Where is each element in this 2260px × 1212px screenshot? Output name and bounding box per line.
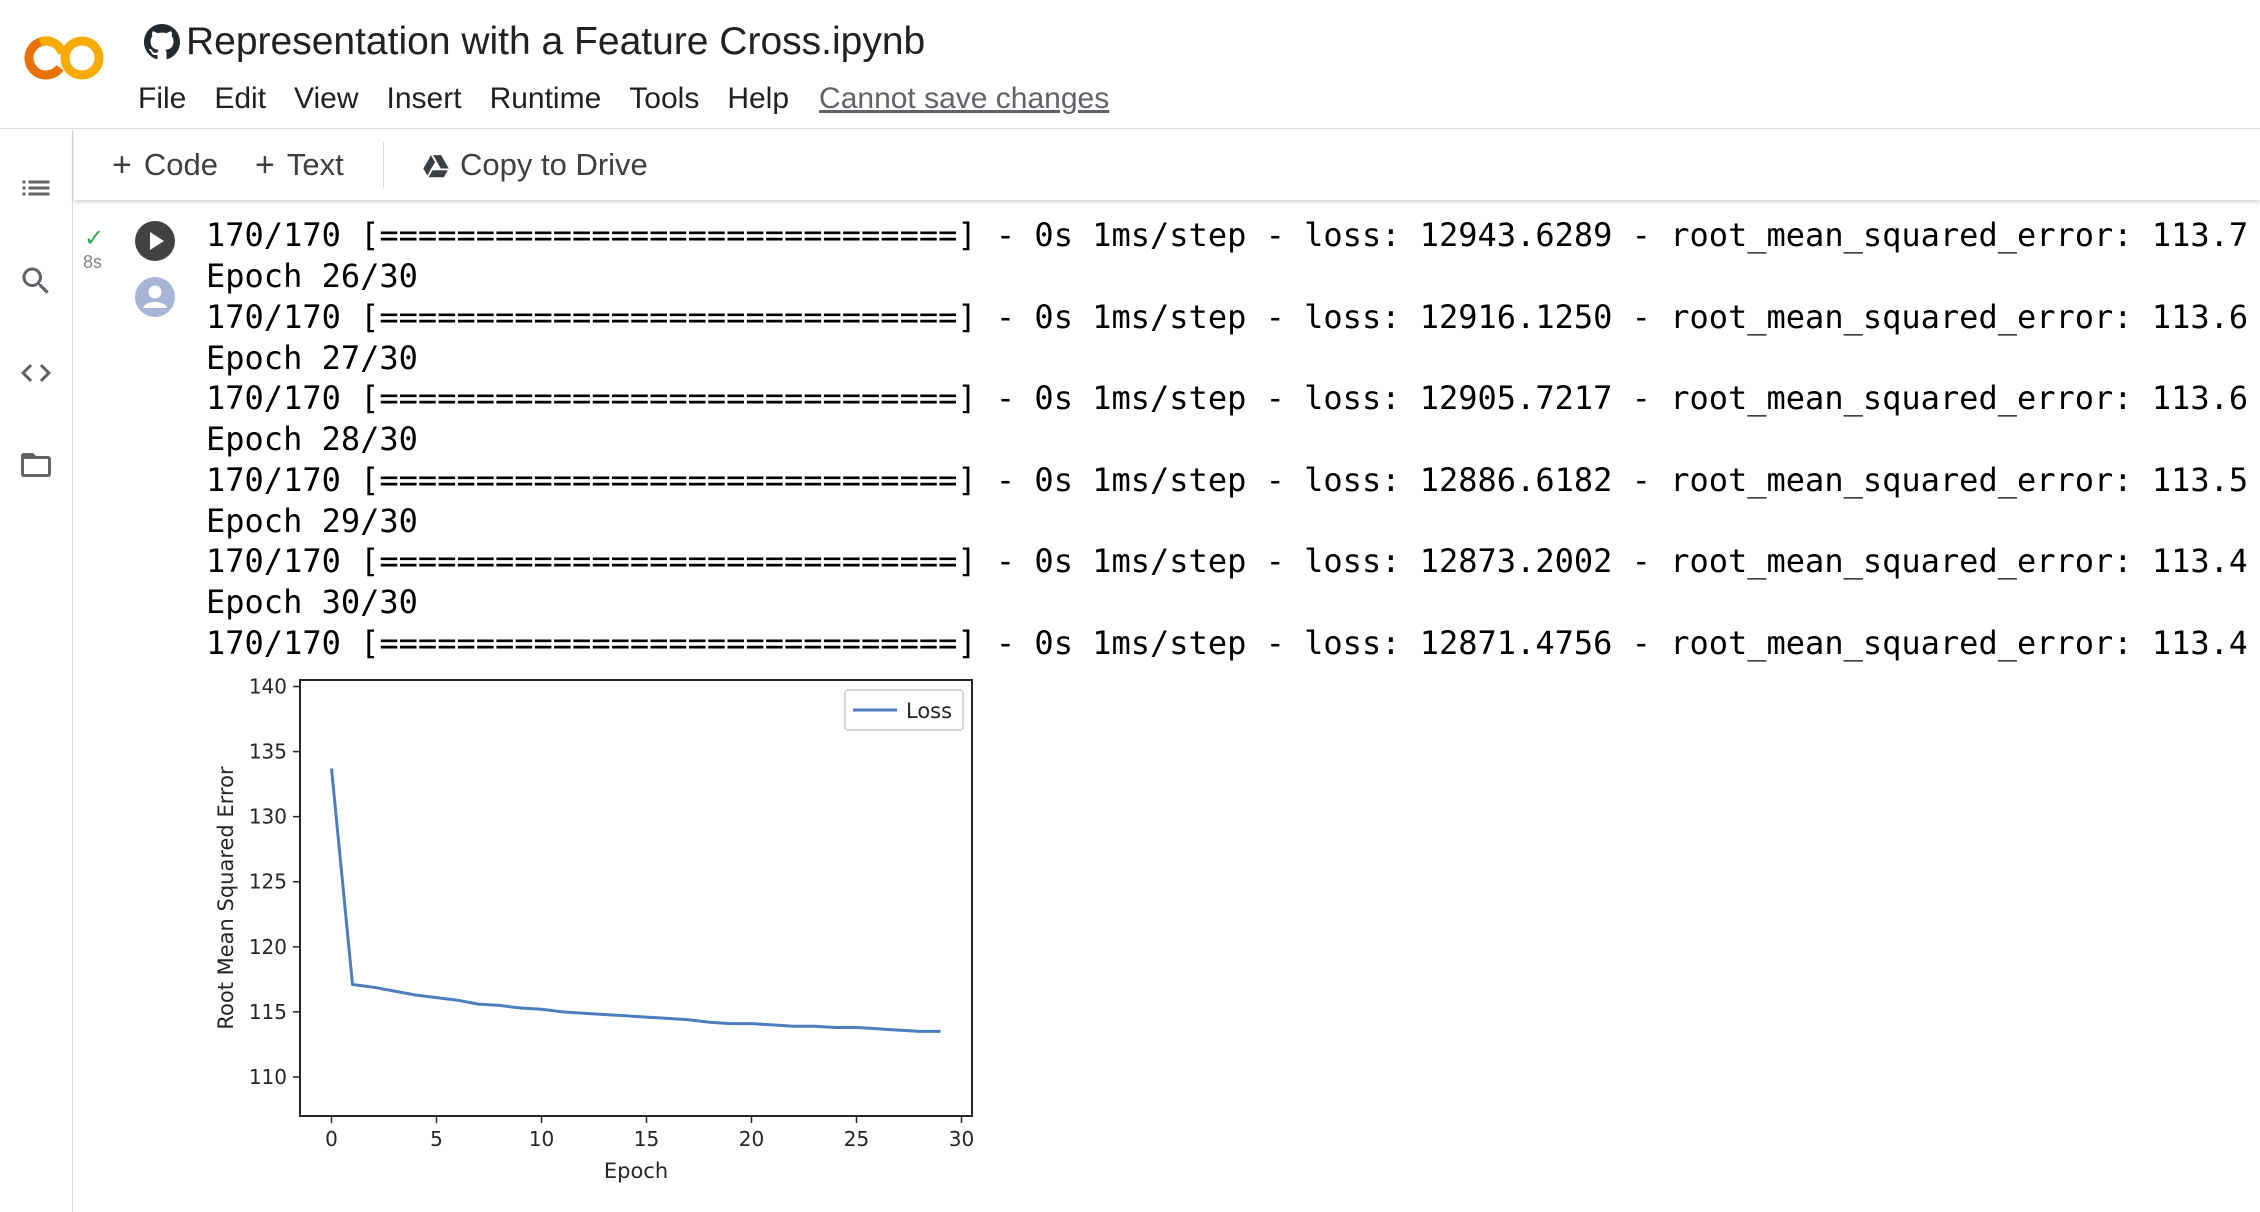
- output-line: 170/170 [==============================]…: [206, 542, 2246, 580]
- copy-to-drive-label: Copy to Drive: [460, 147, 648, 182]
- y-tick-label: 125: [249, 870, 287, 894]
- y-tick-label: 120: [249, 935, 287, 959]
- x-tick-label: 10: [529, 1127, 554, 1151]
- output-line: 170/170 [==============================]…: [206, 298, 2246, 336]
- loss-chart: 0 5 10 15 20 25 30 110 115 120 125 130 135 140 Loss E…: [214, 675, 974, 1183]
- drive-icon: [423, 155, 449, 178]
- x-tick-label: 30: [949, 1127, 974, 1151]
- y-axis-label: Root Mean Squared Error: [214, 766, 238, 1030]
- output-line: 170/170 [==============================]…: [206, 624, 2246, 662]
- chart-legend: Loss: [844, 689, 964, 731]
- y-tick-label: 135: [249, 740, 287, 764]
- menu-help[interactable]: Help: [727, 82, 790, 115]
- add-text-button[interactable]: + Text: [255, 142, 344, 188]
- header: Representation with a Feature Cross.ipyn…: [0, 0, 2260, 129]
- output-line: 170/170 [==============================]…: [206, 216, 2246, 254]
- title-row: Representation with a Feature Cross.ipyn…: [144, 18, 925, 66]
- notebook-title[interactable]: Representation with a Feature Cross.ipyn…: [186, 20, 926, 63]
- toc-icon[interactable]: [18, 170, 54, 206]
- run-success-icon: ✓: [84, 225, 105, 252]
- menu-bar: File Edit View Insert Runtime Tools Help…: [138, 78, 1109, 120]
- add-code-button[interactable]: + Code: [112, 142, 218, 188]
- y-tick-label: 115: [249, 1000, 287, 1024]
- github-icon[interactable]: [144, 24, 180, 60]
- notebook-toolbar: + Code + Text Copy to Drive: [74, 130, 2260, 200]
- x-tick-label: 5: [430, 1127, 443, 1151]
- add-text-label: Text: [286, 147, 344, 182]
- x-tick-label: 0: [325, 1127, 338, 1151]
- run-duration: 8s: [83, 252, 103, 272]
- menu-file[interactable]: File: [138, 82, 187, 115]
- y-tick-label: 110: [249, 1065, 287, 1089]
- y-tick-label: 130: [249, 805, 287, 829]
- x-axis-label: Epoch: [604, 1159, 668, 1183]
- copy-to-drive-button[interactable]: Copy to Drive: [422, 142, 648, 188]
- menu-edit[interactable]: Edit: [214, 82, 267, 115]
- colab-logo[interactable]: [24, 30, 108, 86]
- x-tick-label: 25: [844, 1127, 869, 1151]
- toolbar-divider: [383, 142, 384, 188]
- plot-area: [299, 679, 973, 1117]
- left-sidebar: [0, 130, 73, 1212]
- output-line: 170/170 [==============================]…: [206, 461, 2246, 499]
- x-tick-label: 15: [634, 1127, 659, 1151]
- code-snippets-icon[interactable]: [18, 355, 54, 391]
- menu-insert[interactable]: Insert: [386, 82, 462, 115]
- avatar-icon[interactable]: [135, 277, 175, 317]
- menu-runtime[interactable]: Runtime: [489, 82, 602, 115]
- output-line: Epoch 28/30: [206, 420, 418, 458]
- legend-label: Loss: [906, 699, 952, 723]
- search-icon[interactable]: [18, 263, 54, 299]
- plus-icon: +: [255, 145, 275, 184]
- output-line: 170/170 [==============================]…: [206, 379, 2246, 417]
- add-code-label: Code: [143, 147, 218, 182]
- menu-tools[interactable]: Tools: [629, 82, 700, 115]
- save-status-link[interactable]: Cannot save changes: [819, 82, 1110, 115]
- plus-icon: +: [112, 145, 132, 184]
- y-tick-label: 140: [249, 675, 287, 699]
- folder-icon[interactable]: [18, 447, 54, 483]
- cell-output: Epoch 25/30 170/170 [===================…: [206, 170, 2246, 670]
- menu-view[interactable]: View: [294, 82, 359, 115]
- output-line: Epoch 26/30: [206, 257, 418, 295]
- output-line: Epoch 30/30: [206, 583, 418, 621]
- output-line: Epoch 27/30: [206, 339, 418, 377]
- run-cell-button[interactable]: [135, 221, 175, 261]
- loss-series-line: [330, 768, 941, 1033]
- output-line: Epoch 29/30: [206, 502, 418, 540]
- x-tick-label: 20: [739, 1127, 764, 1151]
